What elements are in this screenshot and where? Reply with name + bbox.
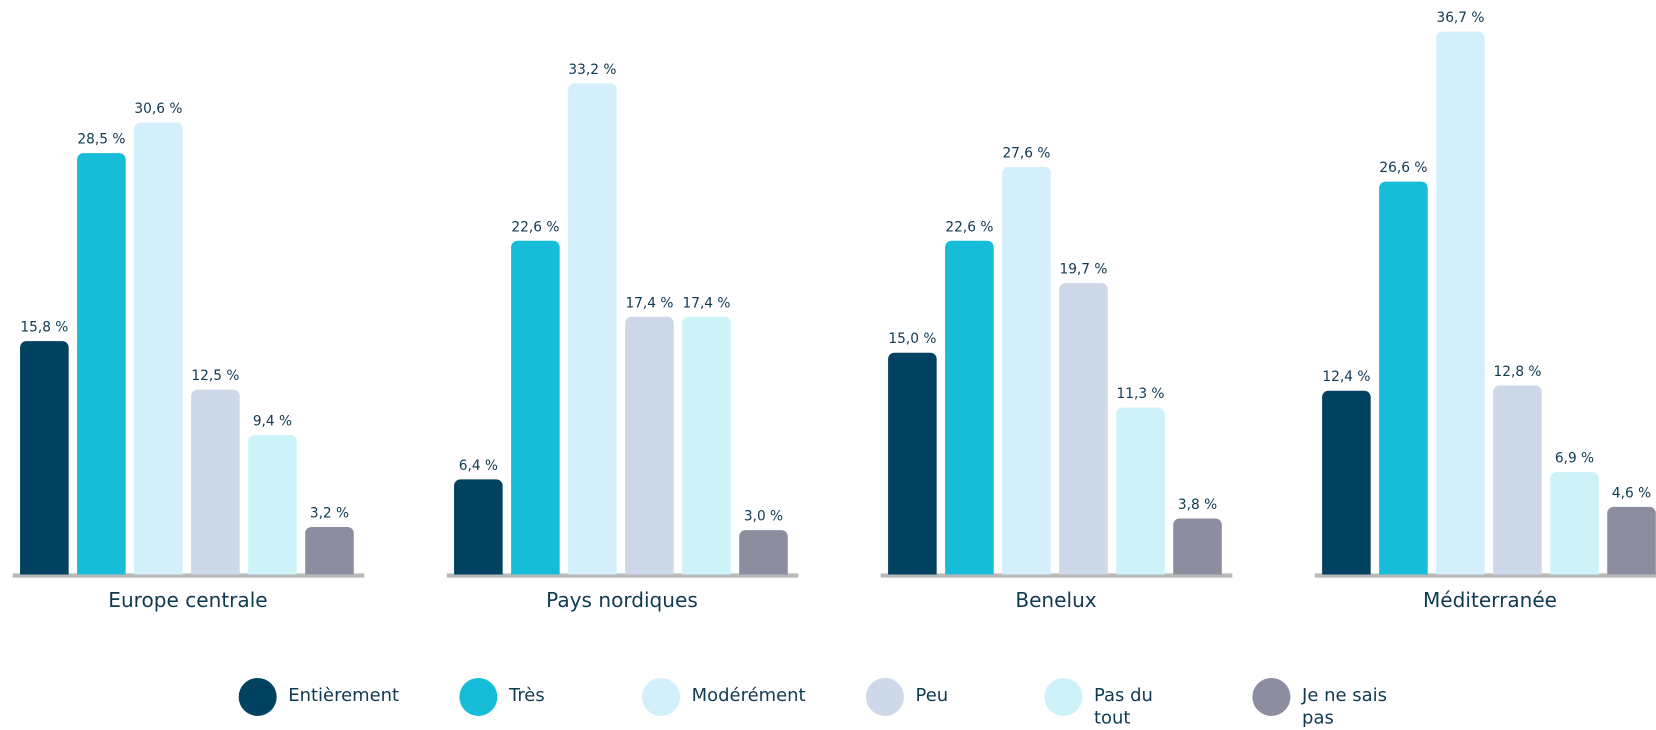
bar (77, 153, 126, 575)
legend-label: Très (508, 685, 545, 707)
value-label: 12,8 % (1493, 364, 1542, 380)
baseline (880, 573, 1233, 578)
baseline (1314, 573, 1656, 578)
category-label: Europe centrale (108, 589, 268, 613)
value-label: 11,3 % (1116, 386, 1165, 403)
bar (682, 317, 731, 575)
bar (1436, 31, 1485, 575)
legend-label: Entièrement (288, 685, 400, 707)
category-label: Pays nordiques (546, 589, 698, 613)
bar (1059, 283, 1108, 575)
value-label: 6,9 % (1554, 451, 1595, 468)
bar (888, 352, 937, 575)
value-label: 3,0 % (743, 508, 784, 525)
bar (1550, 472, 1599, 575)
value-label: 22,6 % (945, 219, 994, 236)
baseline (12, 573, 365, 578)
bar (191, 389, 240, 575)
bar (511, 240, 560, 575)
value-label: 33,2 % (568, 62, 617, 79)
value-label: 28,5 % (77, 132, 126, 148)
value-label: 9,4 % (252, 414, 293, 431)
value-label: 17,4 % (625, 296, 674, 312)
category-label: Benelux (1015, 589, 1097, 613)
legend-label: Je ne sais pas (1302, 685, 1387, 729)
bar (1002, 166, 1051, 575)
value-label: 12,5 % (191, 368, 240, 385)
value-label: 27,6 % (1002, 145, 1051, 162)
value-label: 12,4 % (1322, 370, 1371, 386)
baseline (446, 573, 799, 578)
category-label: Méditerranée (1422, 589, 1558, 613)
bar (1379, 181, 1428, 575)
bar (625, 317, 674, 575)
legend-swatch (459, 677, 498, 716)
value-label: 6,4 % (458, 458, 498, 475)
value-label: 26,6 % (1379, 160, 1428, 176)
value-label: 22,6 % (511, 219, 560, 236)
bar (454, 479, 503, 575)
bar (1322, 391, 1371, 575)
bar (1493, 385, 1542, 575)
bar (1116, 407, 1165, 575)
bar (739, 530, 788, 575)
value-label: 15,8 % (20, 319, 69, 336)
bar (134, 122, 183, 575)
legend-swatch (642, 677, 681, 716)
bar (1173, 518, 1222, 575)
legend-label: Peu (915, 685, 949, 707)
legend-label: Modérément (691, 685, 806, 707)
bar (20, 340, 69, 575)
value-label: 3,2 % (309, 506, 350, 522)
value-label: 3,8 % (1177, 497, 1218, 514)
bar (568, 83, 617, 575)
legend-swatch (238, 677, 277, 716)
value-label: 4,6 % (1611, 485, 1652, 502)
bar (1607, 506, 1656, 575)
legend-swatch (1044, 677, 1083, 716)
value-label: 19,7 % (1059, 262, 1108, 278)
value-label: 30,6 % (134, 100, 183, 117)
bar (248, 435, 297, 575)
value-label: 36,7 % (1436, 10, 1485, 27)
value-label: 15,0 % (888, 331, 937, 348)
legend-swatch (865, 677, 904, 716)
bar (945, 240, 994, 575)
legend-swatch (1252, 677, 1291, 716)
legend-label: Pas du tout (1094, 685, 1153, 729)
bar (305, 527, 354, 575)
value-label: 17,4 % (682, 296, 731, 312)
